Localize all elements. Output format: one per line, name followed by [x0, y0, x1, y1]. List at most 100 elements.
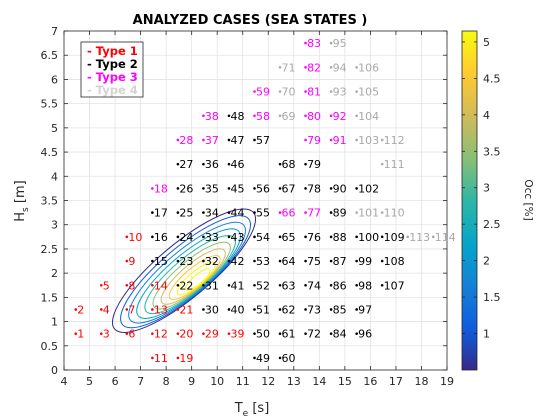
case-point-marker: [151, 308, 154, 311]
case-point-marker: [227, 162, 231, 166]
case-point-marker: [355, 211, 358, 214]
case-point-marker: [253, 138, 256, 142]
case-point-marker: [329, 41, 333, 45]
case-point-label: 67: [282, 182, 296, 195]
x-tick-label: 16: [363, 375, 377, 388]
case-point-marker: [355, 235, 358, 239]
y-tick-label: 7: [51, 25, 58, 38]
case-point-label: 13: [154, 303, 168, 316]
case-point-marker: [253, 308, 256, 311]
case-point-marker: [380, 235, 384, 239]
case-point-label: 12: [154, 328, 168, 341]
case-point-label: 113: [409, 231, 430, 244]
case-point-label: 60: [282, 352, 296, 365]
case-point-marker: [253, 187, 256, 190]
case-point-label: 101: [358, 207, 379, 220]
case-point-label: 73: [307, 303, 321, 316]
case-point-marker: [380, 162, 384, 166]
contour-line: [120, 215, 252, 329]
case-point-label: 37: [205, 134, 219, 147]
case-point-marker: [329, 187, 333, 190]
case-point-label: 36: [205, 158, 219, 171]
case-point-label: 54: [256, 231, 270, 244]
case-point-marker: [380, 283, 384, 287]
case-point-marker: [431, 235, 435, 239]
case-point-label: 64: [282, 255, 296, 268]
case-point-label: 33: [205, 231, 219, 244]
case-point-label: 108: [384, 255, 405, 268]
case-point-marker: [278, 283, 282, 287]
case-point-marker: [151, 259, 154, 263]
case-point-marker: [100, 283, 103, 287]
case-point-label: 53: [256, 255, 270, 268]
case-point-label: 106: [358, 61, 379, 74]
case-point-label: 82: [307, 61, 321, 74]
colorbar-tick-label: 3.5: [483, 145, 501, 158]
case-point-marker: [253, 283, 256, 287]
contour-line: [144, 235, 236, 315]
case-point-label: 96: [358, 328, 372, 341]
x-tick-label: 11: [236, 375, 250, 388]
case-point-label: 84: [333, 328, 347, 341]
case-point-label: 23: [179, 255, 193, 268]
case-point-marker: [355, 308, 358, 311]
colorbar-tick-label: 1: [483, 328, 490, 341]
contour-line: [176, 261, 216, 296]
case-point-marker: [125, 259, 129, 263]
case-point-marker: [329, 235, 333, 239]
colorbar-tick-label: 5: [483, 36, 490, 49]
case-point-marker: [304, 259, 307, 263]
legend-entry-type-3: - Type 3: [87, 70, 138, 84]
case-point-label: 94: [333, 61, 347, 74]
case-point-marker: [176, 211, 180, 214]
colorbar-tick-label: 4.5: [483, 72, 501, 85]
case-point-marker: [151, 235, 154, 239]
case-point-marker: [176, 235, 180, 239]
legend: - Type 1 - Type 2 - Type 3 - Type 4: [80, 41, 144, 98]
x-tick-label: 10: [210, 375, 224, 388]
y-tick-label: 0.5: [41, 340, 59, 353]
case-point-marker: [202, 114, 205, 118]
case-point-label: 22: [179, 279, 193, 292]
case-point-label: 99: [358, 255, 372, 268]
case-point-label: 7: [128, 303, 135, 316]
x-tick-label: 9: [188, 375, 195, 388]
case-point-marker: [355, 259, 358, 263]
case-point-marker: [227, 211, 231, 214]
case-point-label: 42: [230, 255, 244, 268]
case-point-label: 62: [282, 303, 296, 316]
case-point-label: 105: [358, 86, 379, 99]
case-point-marker: [329, 90, 333, 93]
case-point-marker: [202, 308, 205, 311]
case-point-label: 107: [384, 279, 405, 292]
case-point-label: 20: [179, 328, 193, 341]
colorbar-tick-label: 4: [483, 109, 490, 122]
case-point-marker: [202, 332, 205, 335]
case-point-marker: [355, 114, 358, 118]
case-point-label: 58: [256, 110, 270, 123]
x-tick-label: 5: [86, 375, 93, 388]
case-point-marker: [253, 90, 256, 93]
case-point-label: 28: [179, 134, 193, 147]
case-point-marker: [355, 187, 358, 190]
case-point-marker: [125, 283, 129, 287]
case-point-label: 21: [179, 303, 193, 316]
case-point-marker: [202, 138, 205, 142]
case-point-label: 55: [256, 207, 270, 220]
x-tick-label: 15: [338, 375, 352, 388]
case-point-marker: [304, 187, 307, 190]
case-point-label: 104: [358, 110, 379, 123]
case-point-label: 72: [307, 328, 321, 341]
x-tick-label: 12: [261, 375, 275, 388]
case-point-marker: [355, 332, 358, 335]
case-point-marker: [202, 259, 205, 263]
case-point-label: 90: [333, 182, 347, 195]
colorbar-label: Occ [%]: [522, 179, 534, 220]
case-point-marker: [380, 138, 384, 142]
y-tick-label: 3.5: [41, 195, 59, 208]
case-point-marker: [151, 356, 154, 360]
x-axis-label: Te [s]: [234, 401, 270, 419]
case-point-label: 110: [384, 207, 405, 220]
case-point-marker: [74, 332, 78, 335]
